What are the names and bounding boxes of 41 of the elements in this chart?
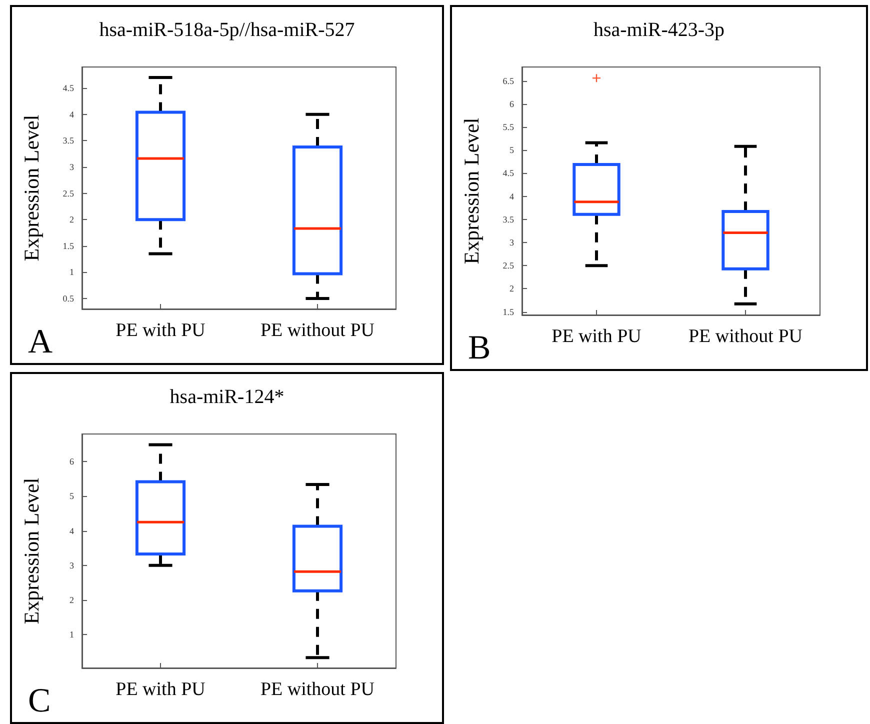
y-axis-title: Expression Level [460, 118, 484, 264]
x-tick-label: PE without PU [260, 320, 375, 341]
x-tick-label: PE without PU [260, 679, 375, 700]
y-tick-label: 2.5 [502, 260, 514, 271]
y-tick-label: 4 [70, 109, 74, 120]
y-tick-label: 2 [70, 594, 74, 605]
text: B [468, 330, 491, 366]
y-tick-label: 4.5 [62, 83, 74, 94]
text: A [28, 324, 53, 360]
y-tick-label: 6.5 [502, 76, 514, 86]
y-axis-title: Expression Level [20, 114, 44, 262]
chart-title: hsa-miR-518a-5p//hsa-miR-527 [99, 19, 355, 41]
y-tick-label: 4.5 [502, 168, 514, 178]
y-tick-label: 1 [70, 629, 74, 640]
chart-title: hsa-miR-124* [170, 386, 284, 408]
y-tick-label: 3.5 [62, 136, 74, 146]
x-tick-label: PE without PU [688, 326, 803, 347]
y-tick-label: 2 [510, 284, 514, 294]
y-tick-label: 2.5 [62, 188, 74, 198]
text: C [28, 682, 51, 720]
y-tick-label: 6 [510, 98, 514, 109]
y-tick-label: 3 [510, 237, 514, 248]
x-tick-label: PE with PU [116, 320, 206, 341]
y-tick-label: 1 [70, 267, 74, 278]
y-tick-label: 3 [70, 162, 74, 172]
y-tick-label: 6 [70, 456, 74, 467]
y-tick-label: 5 [70, 491, 74, 502]
y-tick-label: 3 [70, 560, 74, 570]
y-tick-label: 5 [510, 145, 514, 156]
y-tick-label: 4 [510, 191, 514, 202]
y-tick-label: 1.5 [502, 306, 514, 317]
x-tick-label: PE with PU [552, 326, 642, 347]
y-tick-label: 2 [70, 214, 74, 225]
y-tick-label: 4 [70, 526, 74, 536]
y-tick-label: 3.5 [502, 214, 514, 224]
y-tick-label: 5.5 [502, 122, 514, 132]
y-axis-title: Expression Level [20, 478, 44, 624]
x-tick-label: PE with PU [116, 679, 206, 700]
y-tick-label: 1.5 [62, 240, 74, 251]
chart-title: hsa-miR-423-3p [593, 19, 725, 41]
y-tick-label: 0.5 [62, 293, 74, 304]
